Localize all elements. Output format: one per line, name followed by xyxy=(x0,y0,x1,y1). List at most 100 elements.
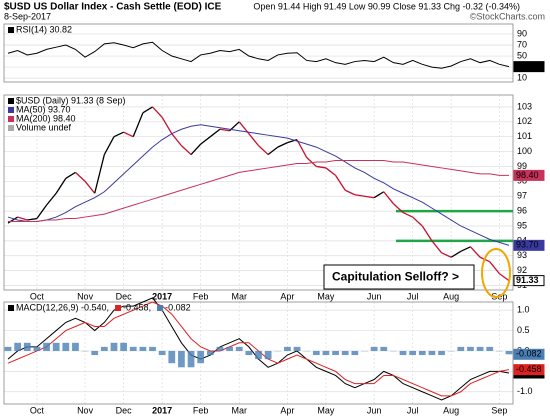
histogram-bar xyxy=(341,350,349,356)
price-segment xyxy=(248,133,260,147)
panel-frame xyxy=(3,301,514,405)
price-segment xyxy=(17,216,28,221)
price-segment xyxy=(489,261,500,275)
chart-date: 8-Sep-2017 xyxy=(4,11,51,21)
histogram-bar xyxy=(457,346,465,351)
histogram-bar xyxy=(206,350,214,356)
price-segment xyxy=(94,154,105,194)
x-tick-label: Feb xyxy=(193,405,209,415)
value-label-box xyxy=(513,364,545,376)
series-line xyxy=(8,159,509,223)
y-tick-label: 10 xyxy=(517,73,527,83)
histogram-bar xyxy=(284,346,291,351)
price-segment xyxy=(152,106,163,118)
price-segment xyxy=(113,131,124,138)
price-segment xyxy=(36,204,48,219)
x-tick-label: Apr xyxy=(280,405,294,415)
price-segment xyxy=(392,203,404,214)
y-tick-label: 95 xyxy=(517,220,527,230)
price-segment xyxy=(412,216,423,227)
legend-entry: MA(50) 93.70 xyxy=(16,104,71,114)
legend-entry: RSI(14) 30.82 xyxy=(16,24,72,34)
histogram-bar xyxy=(14,342,22,351)
x-tick-label: Feb xyxy=(193,291,209,301)
price-segment xyxy=(55,178,67,194)
y-tick-label: 96 xyxy=(517,205,527,215)
x-tick-label: Apr xyxy=(280,291,294,301)
value-label: 93.70 xyxy=(516,240,539,250)
value-label-box xyxy=(513,239,545,251)
x-tick-label: Nov xyxy=(77,291,94,301)
y-tick-label: 102 xyxy=(517,116,532,126)
y-tick-label: 101 xyxy=(517,131,532,141)
price-segment xyxy=(267,146,279,156)
legend-entry: $USD (Daily) 91.33 (8 Sep) xyxy=(16,95,126,105)
price-segment xyxy=(46,192,57,206)
x-tick-label: Nov xyxy=(77,405,94,415)
price-segment xyxy=(132,112,144,137)
histogram-bar xyxy=(418,350,426,356)
x-tick-label: Jun xyxy=(367,405,382,415)
histogram-bar xyxy=(139,346,147,351)
price-segment xyxy=(498,273,510,282)
price-segment xyxy=(421,225,433,242)
price-segment xyxy=(142,106,153,114)
price-segment xyxy=(65,171,76,179)
histogram-bar xyxy=(216,346,224,351)
histogram-bar xyxy=(467,346,474,351)
histogram-bar xyxy=(43,342,50,351)
histogram-bar xyxy=(129,346,137,351)
price-segment xyxy=(354,194,365,197)
value-label: -0.458 xyxy=(516,364,542,374)
histogram-bar xyxy=(428,350,436,356)
y-tick-label: 92 xyxy=(517,265,527,275)
legend-swatch xyxy=(8,125,14,131)
histogram-bar xyxy=(293,346,301,351)
x-tick-label: May xyxy=(317,291,335,301)
y-tick-label: 0.5 xyxy=(517,325,530,335)
histogram-bar xyxy=(23,342,31,351)
x-tick-label: Aug xyxy=(443,405,459,415)
panel-frame xyxy=(3,23,514,83)
histogram-bar xyxy=(100,346,108,351)
price-segment xyxy=(335,175,346,191)
histogram-bar xyxy=(351,350,359,356)
price-segment xyxy=(123,131,134,138)
x-tick-label: Oct xyxy=(30,291,45,301)
series-line xyxy=(7,297,510,401)
histogram-bar xyxy=(120,342,127,351)
y-tick-label: 99 xyxy=(517,161,527,171)
annotation-text: Capitulation Selloff? > xyxy=(332,270,459,284)
y-tick-label: 93 xyxy=(517,250,527,260)
legend-entry: -0.082 xyxy=(165,302,191,312)
histogram-bar xyxy=(322,350,330,356)
value-label: 98.40 xyxy=(516,170,539,180)
histogram-bar xyxy=(438,350,445,356)
price-segment xyxy=(364,195,375,199)
x-tick-label: Oct xyxy=(30,405,45,415)
price-segment xyxy=(180,145,192,156)
price-segment xyxy=(171,133,182,147)
series-line xyxy=(7,41,510,69)
price-segment xyxy=(161,116,173,135)
histogram-bar xyxy=(158,350,166,356)
legend-swatch xyxy=(8,98,14,104)
histogram-bar xyxy=(187,350,195,368)
price-segment xyxy=(431,240,443,254)
legend-swatch xyxy=(157,305,164,311)
price-segment xyxy=(75,171,86,182)
histogram-bar xyxy=(52,342,60,351)
price-segment xyxy=(373,191,385,199)
y-tick-label: 103 xyxy=(517,101,532,111)
chart-title: $USD US Dollar Index - Cash Settle (EOD)… xyxy=(4,2,222,13)
histogram-bar xyxy=(168,350,176,364)
histogram-bar xyxy=(4,346,12,351)
value-label-box xyxy=(513,169,545,181)
price-segment xyxy=(469,246,481,258)
price-segment xyxy=(316,165,327,169)
price-segment xyxy=(306,157,317,167)
price-segment xyxy=(460,246,471,252)
annotation-box xyxy=(323,264,475,290)
histogram-bar xyxy=(399,350,407,356)
histogram-bar xyxy=(264,350,272,360)
